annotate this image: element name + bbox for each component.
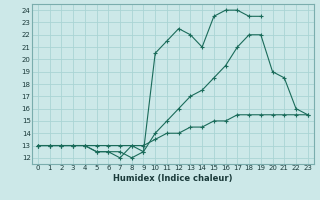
X-axis label: Humidex (Indice chaleur): Humidex (Indice chaleur) — [113, 174, 233, 183]
